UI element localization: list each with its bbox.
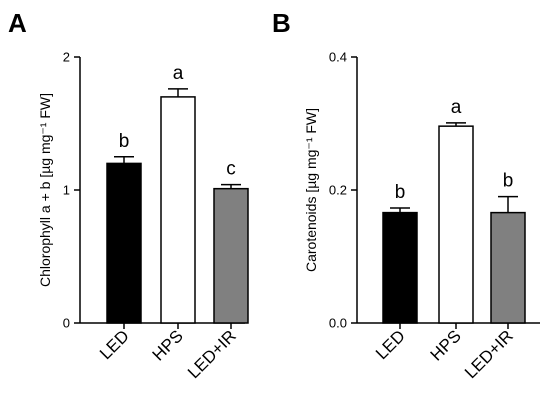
- significance-label: b: [395, 182, 406, 203]
- significance-label: c: [226, 159, 236, 180]
- y-tick-label: 0.0: [329, 316, 347, 331]
- bar-led-ir: [490, 211, 526, 324]
- bar-hps: [160, 96, 196, 324]
- y-axis-title: Carotenoids [µg mg⁻¹ FW]: [303, 108, 319, 272]
- y-tick-label: 2: [63, 50, 70, 65]
- x-category-label: HPS: [149, 326, 187, 364]
- y-axis-title: Chlorophyll a + b [µg mg⁻¹ FW]: [37, 93, 53, 287]
- bar-led: [106, 162, 142, 324]
- x-category-label: LED: [372, 326, 409, 363]
- x-category-label: LED: [96, 326, 133, 363]
- bar-hps: [438, 125, 474, 324]
- y-tick-label: 1: [63, 183, 70, 198]
- y-tick-label: 0.4: [329, 50, 347, 65]
- significance-label: b: [119, 131, 130, 152]
- significance-label: a: [173, 63, 184, 84]
- significance-label: b: [503, 171, 514, 192]
- bar-led-ir: [213, 187, 249, 324]
- significance-label: a: [451, 97, 462, 118]
- y-tick-label: 0: [63, 316, 70, 331]
- panel-b: B 0.0 0.2 0.4 Carotenoids [µg mg⁻¹ FW] b LED a H…: [272, 8, 540, 382]
- panel-a: A 0 1 2 Chlorophyll a + b [µg mg⁻¹ FW] b LED a H…: [8, 8, 249, 382]
- x-category-label: LED+IR: [461, 326, 517, 382]
- x-category-label: LED+IR: [184, 326, 240, 382]
- panel-letter-a: A: [8, 8, 27, 38]
- x-category-label: HPS: [427, 326, 465, 364]
- panel-letter-b: B: [272, 8, 291, 38]
- bar-led: [382, 211, 418, 324]
- y-tick-label: 0.2: [329, 183, 347, 198]
